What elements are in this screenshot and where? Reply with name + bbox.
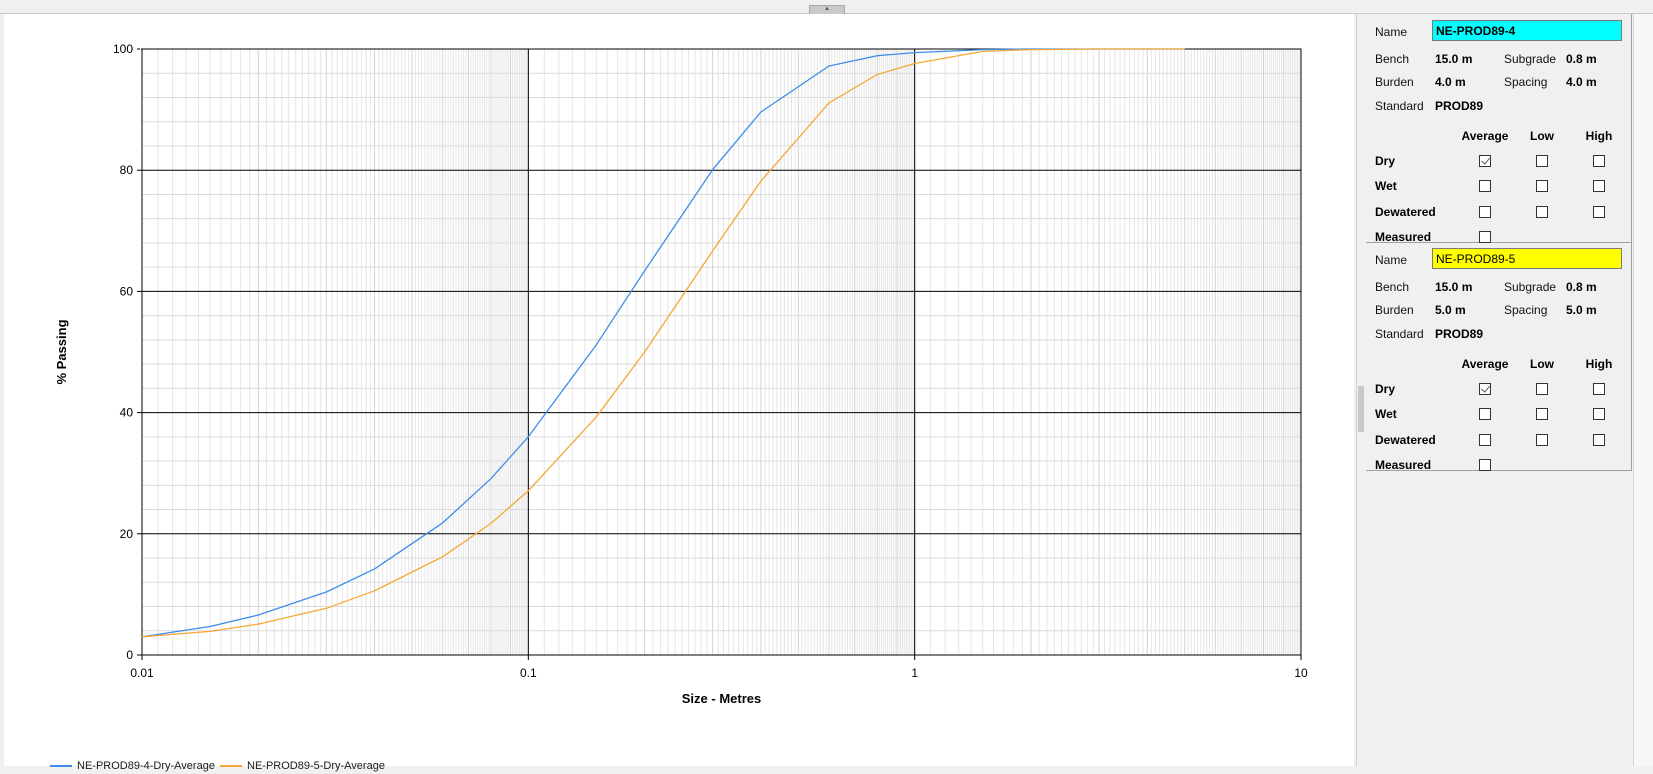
y-tick-label: 80 bbox=[120, 163, 134, 177]
legend-swatch bbox=[220, 765, 242, 768]
y-tick-label: 0 bbox=[126, 648, 133, 662]
wet-high-checkbox[interactable] bbox=[1593, 180, 1605, 192]
series-line-1 bbox=[141, 48, 1185, 638]
subgrade-label: Subgrade bbox=[1504, 52, 1557, 66]
chart-area: 0.01 0.1 1 10 0 20 40 60 80 100 Size - Metres% Pas… bbox=[4, 14, 1354, 772]
column-header-high: High bbox=[1585, 357, 1613, 371]
row-label-measured: Measured bbox=[1375, 230, 1432, 244]
legend-item-series-1: NE-PROD89-4-Dry-Average bbox=[50, 760, 215, 774]
bench-value: 15.0 m bbox=[1435, 280, 1473, 294]
standard-label: Standard bbox=[1375, 99, 1424, 113]
row-label-dry: Dry bbox=[1375, 382, 1396, 396]
wet-low-checkbox[interactable] bbox=[1536, 180, 1548, 192]
burden-value: 4.0 m bbox=[1435, 75, 1466, 89]
dewatered-average-checkbox[interactable] bbox=[1479, 206, 1491, 218]
row-label-dry: Dry bbox=[1375, 154, 1396, 168]
measured-average-checkbox[interactable] bbox=[1479, 459, 1491, 471]
dry-high-checkbox[interactable] bbox=[1593, 383, 1605, 395]
y-tick-label: 40 bbox=[120, 406, 134, 420]
blast-group-2: Name NE-PROD89-5 Bench 15.0 m Subgrade 0.8 m B… bbox=[1366, 242, 1632, 472]
column-header-high: High bbox=[1585, 129, 1613, 143]
x-axis-label: Size - Metres bbox=[682, 691, 761, 706]
row-label-dewatered: Dewatered bbox=[1375, 205, 1436, 219]
wet-high-checkbox[interactable] bbox=[1593, 408, 1605, 420]
wet-average-checkbox[interactable] bbox=[1479, 180, 1491, 192]
panel-edge bbox=[1633, 14, 1653, 766]
bench-value: 15.0 m bbox=[1435, 52, 1473, 66]
top-splitter-bar: ▲ bbox=[0, 0, 1653, 15]
standard-value: PROD89 bbox=[1435, 99, 1484, 113]
x-tick-label: 10 bbox=[1294, 666, 1308, 680]
dry-average-checkbox[interactable] bbox=[1479, 383, 1491, 395]
spacing-label: Spacing bbox=[1504, 75, 1548, 89]
standard-value: PROD89 bbox=[1435, 327, 1484, 341]
splitter-grip[interactable] bbox=[1358, 386, 1364, 432]
name-field[interactable]: NE-PROD89-4 bbox=[1432, 20, 1622, 41]
wet-average-checkbox[interactable] bbox=[1479, 408, 1491, 420]
subgrade-value: 0.8 m bbox=[1566, 280, 1597, 294]
burden-value: 5.0 m bbox=[1435, 303, 1466, 317]
plot-border bbox=[141, 48, 1302, 656]
row-label-dewatered: Dewatered bbox=[1375, 433, 1436, 447]
standard-label: Standard bbox=[1375, 327, 1424, 341]
legend-label: NE-PROD89-4-Dry-Average bbox=[77, 760, 215, 772]
y-tick-label: 60 bbox=[120, 284, 134, 298]
series-line-2 bbox=[141, 48, 1185, 638]
wet-low-checkbox[interactable] bbox=[1536, 408, 1548, 420]
bench-label: Bench bbox=[1375, 280, 1410, 294]
dewatered-low-checkbox[interactable] bbox=[1536, 206, 1548, 218]
dry-high-checkbox[interactable] bbox=[1593, 155, 1605, 167]
x-tick-label: 0.1 bbox=[520, 666, 537, 680]
spacing-label: Spacing bbox=[1504, 303, 1548, 317]
dewatered-low-checkbox[interactable] bbox=[1536, 434, 1548, 446]
column-header-average: Average bbox=[1461, 357, 1509, 371]
legend-item-series-2: NE-PROD89-5-Dry-Average bbox=[220, 760, 385, 774]
dewatered-high-checkbox[interactable] bbox=[1593, 206, 1605, 218]
column-header-average: Average bbox=[1461, 129, 1509, 143]
burden-label: Burden bbox=[1375, 75, 1414, 89]
row-label-wet: Wet bbox=[1375, 179, 1397, 193]
column-header-low: Low bbox=[1530, 129, 1554, 143]
row-label-measured: Measured bbox=[1375, 458, 1432, 472]
name-label: Name bbox=[1375, 253, 1408, 267]
x-tick-label: 1 bbox=[911, 666, 918, 680]
y-axis-label: % Passing bbox=[54, 319, 69, 384]
burden-label: Burden bbox=[1375, 303, 1414, 317]
legend-label: NE-PROD89-5-Dry-Average bbox=[247, 760, 385, 772]
dewatered-high-checkbox[interactable] bbox=[1593, 434, 1605, 446]
blast-settings-panel: Name NE-PROD89-4 Bench 15.0 m Subgrade 0.8 m B… bbox=[1366, 14, 1632, 766]
y-tick-label: 20 bbox=[120, 527, 134, 541]
subgrade-label: Subgrade bbox=[1504, 280, 1557, 294]
y-tick-label: 100 bbox=[113, 42, 133, 56]
bench-label: Bench bbox=[1375, 52, 1410, 66]
measured-average-checkbox[interactable] bbox=[1479, 231, 1491, 243]
legend-swatch bbox=[50, 765, 72, 768]
spacing-value: 4.0 m bbox=[1566, 75, 1597, 89]
spacing-value: 5.0 m bbox=[1566, 303, 1597, 317]
x-tick-label: 0.01 bbox=[130, 666, 154, 680]
name-label: Name bbox=[1375, 25, 1408, 39]
name-field[interactable]: NE-PROD89-5 bbox=[1432, 248, 1622, 269]
dry-low-checkbox[interactable] bbox=[1536, 383, 1548, 395]
column-header-low: Low bbox=[1530, 357, 1554, 371]
subgrade-value: 0.8 m bbox=[1566, 52, 1597, 66]
dry-low-checkbox[interactable] bbox=[1536, 155, 1548, 167]
row-label-wet: Wet bbox=[1375, 407, 1397, 421]
dry-average-checkbox[interactable] bbox=[1479, 155, 1491, 167]
dewatered-average-checkbox[interactable] bbox=[1479, 434, 1491, 446]
blast-group-1: Name NE-PROD89-4 Bench 15.0 m Subgrade 0.8 m B… bbox=[1366, 14, 1632, 244]
